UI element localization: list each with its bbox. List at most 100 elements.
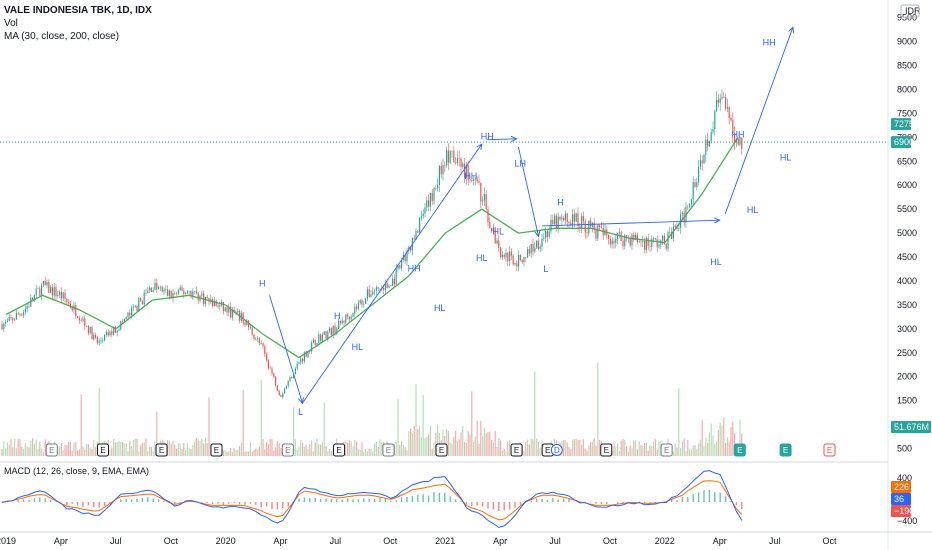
volume-bar — [78, 449, 80, 456]
volume-label[interactable]: Vol — [4, 18, 18, 29]
candle-body — [271, 368, 273, 374]
time-axis[interactable]: 2019 Apr Jul Oct 2020 Apr Jul Oct 2021 Apr Jul Oct 2… — [0, 536, 837, 546]
volume-bar — [492, 442, 494, 456]
volume-bar — [622, 438, 624, 456]
macd-histogram-bar — [120, 499, 122, 502]
candle-body — [154, 282, 156, 291]
macd-line — [1, 470, 743, 528]
candle-body — [613, 240, 615, 244]
volume-bar — [573, 439, 575, 456]
volume-bar — [6, 442, 8, 456]
candle-body — [419, 218, 421, 233]
candle-body — [568, 222, 570, 224]
candle-body — [656, 239, 658, 248]
candle-body — [593, 222, 595, 230]
candle-body — [530, 244, 532, 254]
candle-body — [413, 238, 415, 240]
volume-bar — [257, 449, 259, 456]
macd-legend[interactable]: MACD (12, 26, close, 9, EMA, EMA) — [4, 466, 150, 476]
candle-body — [478, 181, 480, 183]
macd-histogram-bar — [152, 498, 154, 502]
candle-body — [87, 326, 89, 334]
volume-bar — [474, 436, 476, 456]
macd-histogram-bar — [649, 502, 651, 504]
price-tick-label: 2500 — [897, 348, 917, 358]
candle-body — [199, 295, 201, 301]
volume-bar — [494, 431, 496, 456]
candle-body — [703, 154, 705, 164]
volume-bar — [264, 449, 266, 456]
trend-lines[interactable] — [269, 26, 794, 405]
earnings-marker — [210, 443, 223, 457]
candle-body — [377, 287, 379, 289]
candle-body — [165, 289, 167, 291]
candle-body — [300, 358, 302, 363]
candle-body — [260, 343, 262, 344]
candle-body — [109, 331, 111, 336]
candle-body — [521, 260, 523, 263]
candle-body — [516, 263, 518, 267]
time-tick-label: 2020 — [216, 536, 236, 546]
event-marker-label: E — [783, 446, 788, 455]
macd-histogram-bar — [206, 502, 208, 504]
time-tick-label: Oct — [603, 536, 618, 546]
macd-histogram-bar — [368, 499, 370, 502]
candle-body — [138, 298, 140, 312]
candle-body — [15, 313, 17, 320]
candle-body — [95, 334, 97, 338]
macd-histogram-bar — [557, 499, 559, 502]
volume-bar — [483, 428, 485, 456]
volume-bar — [453, 437, 455, 456]
volume-bar — [500, 440, 502, 456]
event-marker-label: D — [554, 446, 560, 455]
candle-body — [669, 232, 671, 233]
price-axis[interactable]: 9500900085008000750070006500600055005000… — [897, 4, 921, 526]
candle-body — [723, 97, 725, 98]
macd-histogram-bar — [476, 502, 478, 506]
candle-body — [491, 227, 493, 232]
volume-bar — [233, 447, 235, 456]
volume-bar — [188, 448, 190, 456]
candle-body — [334, 325, 336, 334]
macd-histogram-bar — [71, 502, 73, 504]
volume-bar — [114, 442, 116, 456]
candle-body — [676, 225, 678, 229]
candle-body — [73, 305, 75, 311]
earnings-marker — [96, 443, 109, 457]
candle-body — [557, 216, 559, 229]
candle-body — [699, 160, 701, 167]
volume-bar — [719, 422, 721, 456]
candle-body — [215, 300, 217, 306]
macd-histogram-bar — [325, 498, 327, 502]
candle-body — [190, 291, 192, 297]
ma-label[interactable]: MA (30, close, 200, close) — [4, 31, 120, 42]
volume-bar — [446, 429, 448, 456]
volume-bar — [420, 437, 422, 456]
candle-body — [174, 293, 176, 294]
candle-body — [663, 235, 665, 244]
macd-histogram-bar — [174, 502, 176, 505]
candle-body — [399, 264, 401, 269]
trend-arrowhead — [714, 217, 721, 224]
candle-body — [134, 305, 136, 308]
candle-body — [6, 320, 8, 323]
candle-body — [253, 334, 255, 340]
price-tick-label: 8000 — [897, 84, 917, 94]
candle-body — [626, 235, 628, 239]
candle-body — [325, 331, 327, 339]
symbol-title[interactable]: VALE INDONESIA TBK, 1D, IDX — [4, 5, 152, 16]
candle-body — [120, 321, 122, 330]
candle-body — [404, 254, 406, 262]
volume-bar — [167, 440, 169, 456]
pivot-label: HH — [481, 131, 494, 141]
macd-line-badge — [891, 493, 911, 505]
volume-bar — [530, 438, 532, 456]
macd-histogram-bar — [319, 499, 322, 502]
macd-histogram-bar — [400, 497, 403, 502]
volume-bar — [172, 440, 174, 456]
volume-bar — [597, 362, 599, 456]
candle-body — [240, 312, 242, 321]
